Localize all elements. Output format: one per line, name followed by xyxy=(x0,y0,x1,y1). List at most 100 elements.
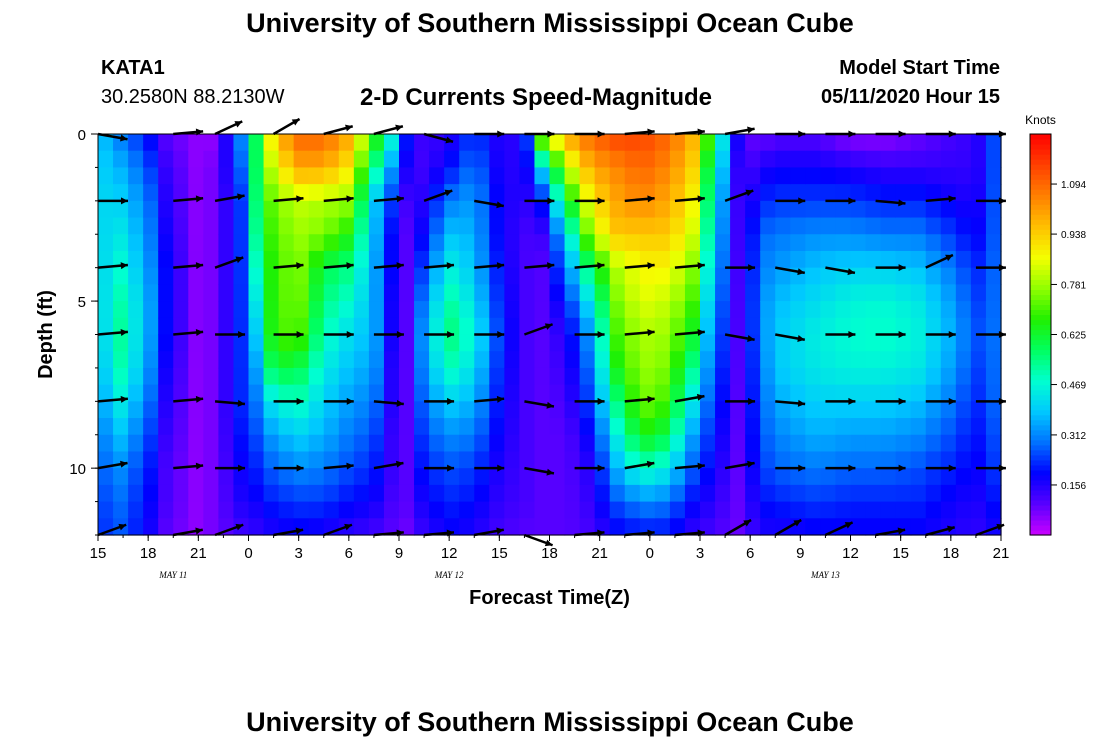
heatmap-cell xyxy=(113,434,129,453)
colorbar-segment xyxy=(1030,234,1051,240)
heatmap-cell xyxy=(925,367,942,386)
heatmap-cell xyxy=(444,284,460,302)
heatmap-cell xyxy=(489,217,505,235)
heatmap-cell xyxy=(444,184,460,202)
heatmap-cell xyxy=(383,418,400,436)
heatmap-cell xyxy=(203,267,219,285)
heatmap-cell xyxy=(985,451,1002,469)
heatmap-cell xyxy=(850,317,867,336)
heatmap-cell xyxy=(459,434,475,453)
heatmap-cell xyxy=(925,418,942,436)
heatmap-cell xyxy=(760,184,776,202)
heatmap-cell xyxy=(895,501,912,519)
current-vector xyxy=(674,462,705,470)
heatmap-cell xyxy=(895,217,912,235)
heatmap-cell xyxy=(399,150,415,169)
current-vector xyxy=(574,262,605,270)
heatmap-cell xyxy=(383,284,400,302)
colorbar-segment xyxy=(1030,384,1051,391)
vector-head xyxy=(120,395,128,403)
heatmap-cell xyxy=(970,401,987,419)
heatmap-cell xyxy=(444,418,460,436)
heatmap-cell xyxy=(910,150,927,169)
heatmap-cell xyxy=(985,384,1002,402)
y-tick-label: 0 xyxy=(78,127,86,144)
heatmap-cell xyxy=(669,184,686,202)
heatmap-cell xyxy=(263,167,280,185)
heatmap-cell xyxy=(564,418,581,436)
colorbar-segment xyxy=(1030,349,1051,356)
vector-head xyxy=(395,124,403,132)
heatmap-cell xyxy=(368,217,385,235)
heatmap-cell xyxy=(865,501,882,519)
heatmap-cell xyxy=(113,334,129,352)
heatmap-cell xyxy=(173,317,189,336)
heatmap-cell xyxy=(850,267,867,285)
heatmap-cell xyxy=(429,250,445,269)
heatmap-cell xyxy=(835,501,852,519)
heatmap-cell xyxy=(579,518,596,536)
heatmap-cell xyxy=(353,401,370,419)
heatmap-cell xyxy=(519,200,536,219)
heatmap-cell xyxy=(143,501,159,519)
heatmap-cell xyxy=(203,451,219,469)
heatmap-cell xyxy=(925,384,942,402)
heatmap-cell xyxy=(519,150,536,169)
heatmap-cell xyxy=(383,184,400,202)
heatmap-cell xyxy=(323,367,340,386)
heatmap-cell xyxy=(293,217,310,235)
heatmap-cell xyxy=(218,468,235,486)
colorbar-segment xyxy=(1030,489,1051,496)
heatmap-cell xyxy=(504,334,520,352)
heatmap-cell xyxy=(504,134,520,152)
date-label: MAY 12 xyxy=(434,570,464,580)
heatmap-cell xyxy=(654,150,671,169)
heatmap-cell xyxy=(504,518,520,536)
current-vector xyxy=(273,527,304,537)
heatmap-cell xyxy=(323,418,340,436)
colorbar-segment xyxy=(1030,329,1051,336)
colorbar-segment xyxy=(1030,154,1051,160)
colorbar-segment xyxy=(1030,429,1051,436)
current-vector xyxy=(273,262,304,270)
heatmap-cell xyxy=(429,501,445,519)
heatmap-cell xyxy=(474,301,490,319)
heatmap-cell xyxy=(248,284,265,302)
heatmap-cell xyxy=(579,501,596,519)
heatmap-cell xyxy=(534,301,551,319)
heatmap-cell xyxy=(985,284,1002,302)
heatmap-cell xyxy=(609,468,626,486)
vector-head xyxy=(496,201,504,209)
vector-head xyxy=(697,262,705,270)
heatmap-cell xyxy=(248,134,265,152)
heatmap-cell xyxy=(865,150,882,169)
heatmap-cell xyxy=(338,301,355,319)
current-vector xyxy=(97,329,128,336)
heatmap-cell xyxy=(730,418,746,436)
heatmap-cell xyxy=(684,334,701,352)
heatmap-cell xyxy=(534,184,551,202)
heatmap-cell xyxy=(173,434,189,453)
heatmap-cell xyxy=(730,334,746,352)
vector-head xyxy=(446,262,454,270)
heatmap-cell xyxy=(504,234,520,252)
vector-head xyxy=(697,329,705,336)
heatmap-cell xyxy=(188,401,204,419)
heatmap-cell xyxy=(113,267,129,285)
heatmap-cell xyxy=(248,250,265,269)
heatmap-cell xyxy=(594,334,611,352)
heatmap-cell xyxy=(549,401,566,419)
heatmap-cell xyxy=(414,384,430,402)
x-tick-label: 15 xyxy=(491,545,508,562)
heatmap-cell xyxy=(654,301,671,319)
date-label: MAY 11 xyxy=(158,570,187,580)
heatmap-cell xyxy=(594,451,611,469)
heatmap-cell xyxy=(444,267,460,285)
heatmap-cell xyxy=(805,501,821,519)
heatmap-cell xyxy=(985,184,1002,202)
heatmap-cell xyxy=(850,284,867,302)
vector-head xyxy=(547,197,555,205)
heatmap-cell xyxy=(128,501,144,519)
current-vector xyxy=(173,462,204,470)
heatmap-cell xyxy=(880,217,897,235)
